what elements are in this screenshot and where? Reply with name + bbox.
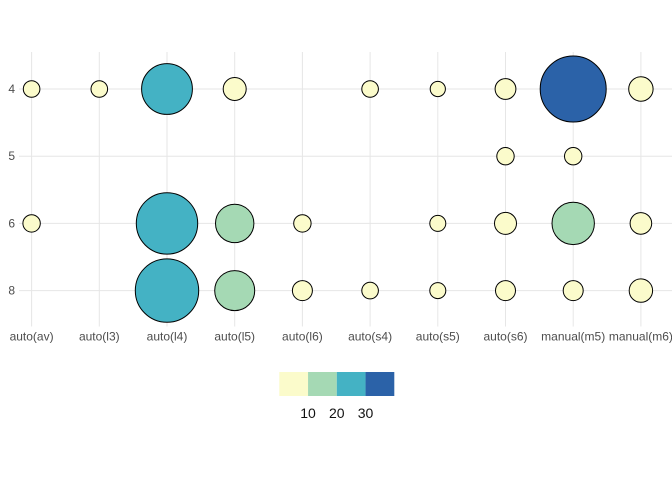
x-axis-tick-label: auto(s6) [483, 330, 527, 344]
bubble-manual(m6)-cyl4 [628, 76, 654, 102]
bubble-auto(s5)-cyl4 [429, 80, 446, 98]
x-axis-tick-label: auto(s5) [416, 330, 460, 344]
y-axis-tick-label: 5 [8, 149, 15, 163]
legend-swatch-teal [336, 372, 366, 396]
bubble-auto(l5)-cyl4 [222, 77, 247, 101]
legend-tick-label: 20 [329, 405, 345, 421]
x-axis-tick-label: auto(l6) [282, 330, 323, 344]
legend-tick-label: 30 [358, 405, 374, 421]
bubble-auto(av)-cyl6 [22, 214, 41, 233]
bubble-auto(l6)-cyl6 [293, 214, 312, 233]
bubble-auto(s6)-cyl5 [496, 147, 515, 166]
bubble-auto(s6)-cyl4 [494, 78, 517, 100]
legend-swatch-yellow [279, 372, 309, 396]
y-axis-tick-label: 6 [8, 216, 15, 230]
bubble-auto(av)-cyl4 [22, 80, 41, 98]
bubble-auto(l4)-cyl4 [141, 63, 193, 115]
bubble-auto(s5)-cyl8 [429, 282, 447, 300]
bubble-auto(l4)-cyl6 [135, 192, 199, 255]
bubble-auto(l5)-cyl8 [214, 270, 256, 312]
x-axis-tick-label: auto(l3) [79, 330, 120, 344]
x-axis-tick-label: auto(av) [10, 330, 54, 344]
y-axis-tick-label: 8 [8, 284, 15, 298]
bubble-auto(s6)-cyl8 [495, 280, 516, 302]
bubble-auto(s6)-cyl6 [494, 211, 517, 235]
bubble-manual(m6)-cyl8 [628, 278, 654, 303]
bubble-manual(m5)-cyl8 [562, 280, 584, 302]
bubble-auto(s4)-cyl4 [361, 80, 379, 98]
bubble-auto(l3)-cyl4 [90, 80, 109, 98]
bubble-manual(m5)-cyl4 [539, 55, 607, 123]
x-axis-tick-label: manual(m6) [609, 330, 672, 344]
bubble-manual(m6)-cyl6 [629, 212, 653, 235]
bubble-auto(s5)-cyl6 [429, 214, 447, 232]
bubble-manual(m5)-cyl5 [564, 147, 583, 166]
x-axis-tick-label: auto(s4) [348, 330, 392, 344]
legend-swatch-green [308, 372, 337, 396]
bubble-auto(l6)-cyl8 [291, 280, 313, 302]
bubble-manual(m5)-cyl6 [551, 201, 595, 246]
x-axis-tick-label: manual(m5) [541, 330, 605, 344]
bubble-auto(l5)-cyl6 [215, 203, 255, 244]
y-axis-tick-label: 4 [8, 82, 15, 96]
bubble-auto(l4)-cyl8 [134, 258, 200, 323]
x-axis-tick-label: auto(l5) [214, 330, 255, 344]
legend-tick-label: 10 [300, 405, 316, 421]
legend-swatch-blue [365, 372, 395, 396]
x-axis-tick-label: auto(l4) [147, 330, 188, 344]
bubble-auto(s4)-cyl8 [361, 281, 379, 300]
